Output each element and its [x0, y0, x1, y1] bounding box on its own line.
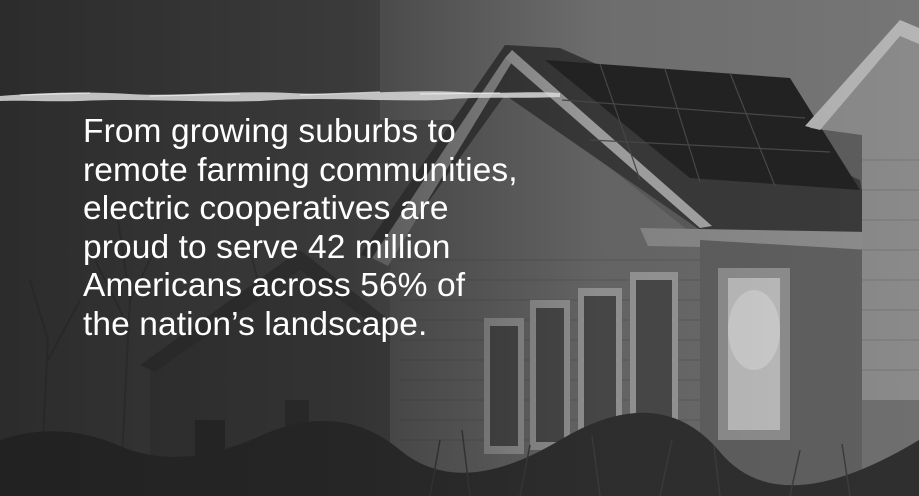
brush-stroke-divider	[0, 91, 560, 102]
headline-text: From growing suburbs to remote farming co…	[83, 113, 643, 344]
headline-line: From growing suburbs to	[83, 113, 456, 150]
headline-line: Americans across 56% of	[83, 267, 466, 304]
headline-line: remote farming communities,	[83, 151, 518, 189]
headline-line: electric cooperatives are	[83, 190, 449, 227]
headline-line: the nation’s landscape.	[83, 305, 428, 343]
headline-line: proud to serve 42 million	[83, 228, 451, 266]
